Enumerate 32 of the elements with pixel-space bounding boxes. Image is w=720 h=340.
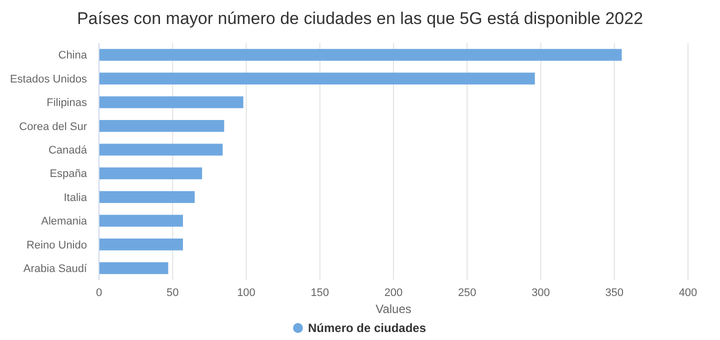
y-tick-label: Filipinas — [46, 97, 88, 110]
x-axis-title: Values — [376, 302, 412, 316]
x-tick-label: 300 — [532, 287, 550, 299]
bar — [99, 120, 224, 132]
y-tick-label: Italia — [64, 192, 88, 204]
x-tick-label: 50 — [166, 287, 179, 299]
y-tick-label: Arabia Saudí — [23, 263, 88, 275]
x-tick-label: 150 — [310, 287, 330, 299]
bar — [99, 96, 244, 108]
bar — [99, 167, 202, 180]
y-tick-label: Corea del Sur — [19, 120, 88, 133]
legend-label: Número de ciudades — [308, 321, 426, 335]
x-tick-label: 350 — [605, 287, 624, 299]
chart-title: Países con mayor número de ciudades en las que 5G está disponible 2022 — [76, 9, 644, 28]
y-tick-label: Reino Unido — [26, 239, 87, 252]
y-tick-label: España — [50, 168, 88, 180]
x-tick-label: 400 — [678, 287, 698, 299]
bar — [99, 214, 183, 227]
bar — [99, 238, 183, 250]
y-tick-label: Estados Unidos — [10, 73, 88, 86]
y-tick-label: China — [58, 50, 88, 62]
x-tick-label: 200 — [384, 287, 403, 299]
bar — [99, 144, 223, 156]
bar — [99, 48, 622, 61]
bar — [99, 191, 195, 203]
bar — [99, 262, 168, 274]
x-tick-label: 100 — [237, 287, 256, 299]
y-tick-label: Canadá — [48, 144, 88, 156]
x-tick-label: 0 — [96, 287, 102, 299]
y-tick-label: Alemania — [41, 216, 88, 228]
x-tick-label: 250 — [458, 287, 476, 299]
bar — [99, 72, 535, 84]
